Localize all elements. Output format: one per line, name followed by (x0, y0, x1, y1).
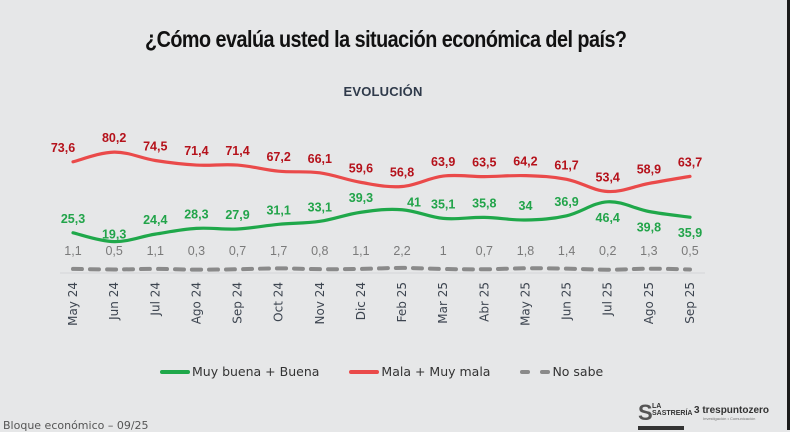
data-label-muy-buena-buena: 24,4 (143, 213, 167, 227)
data-label-muy-buena-buena: 36,9 (554, 195, 578, 209)
data-label-no-sabe: 0,7 (476, 244, 493, 258)
data-label-muy-buena-buena: 28,3 (184, 207, 208, 221)
data-label-no-sabe: 0,3 (188, 244, 205, 258)
data-label-mala-muy-mala: 58,9 (637, 162, 661, 176)
legend-item-mala-muy-mala[interactable]: Mala + Muy mala (349, 364, 490, 379)
data-label-muy-buena-buena: 25,3 (61, 212, 85, 226)
data-label-muy-buena-buena: 19,3 (102, 228, 126, 242)
data-label-muy-buena-buena: 33,1 (308, 200, 332, 214)
data-label-mala-muy-mala: 63,7 (678, 155, 702, 169)
three-mark-icon: 3 (694, 405, 700, 416)
data-label-mala-muy-mala: 53,4 (596, 171, 620, 185)
s-mark-icon: S (638, 400, 653, 425)
x-tick-label: Abr 25 (477, 282, 491, 322)
x-tick-label: Jun 24 (107, 282, 121, 321)
data-label-mala-muy-mala: 63,5 (472, 156, 496, 170)
legend-swatch-red (349, 369, 380, 374)
logo-name: 3 trespuntozero (694, 405, 769, 416)
x-tick-label: Ago 24 (189, 282, 203, 324)
x-tick-label: May 24 (66, 282, 80, 326)
legend-item-muy-buena-buena[interactable]: Muy buena + Buena (160, 364, 319, 379)
x-tick-label: Sep 25 (683, 282, 697, 324)
data-label-no-sabe: 2,2 (393, 244, 410, 258)
data-label-muy-buena-buena: 35,1 (431, 197, 455, 211)
footer-text: Bloque económico – 09/25 (3, 419, 149, 432)
data-label-muy-buena-buena: 39,8 (637, 220, 661, 234)
data-label-muy-buena-buena: 35,9 (678, 226, 702, 240)
x-tick-label: Dic 24 (354, 282, 368, 320)
data-label-mala-muy-mala: 74,5 (143, 139, 167, 153)
logo-text: trespuntozero (702, 405, 770, 416)
legend-label: Muy buena + Buena (192, 364, 320, 379)
data-label-no-sabe: 1,1 (147, 244, 164, 258)
logo-tagline: Investigación • Comunicación (703, 416, 756, 421)
data-label-mala-muy-mala: 73,6 (51, 141, 75, 155)
data-label-mala-muy-mala: 61,7 (554, 158, 578, 172)
x-tick-label: Sep 24 (231, 282, 245, 324)
legend-item-no-sabe[interactable]: No sabe (520, 364, 603, 379)
x-tick-label: Jul 24 (148, 282, 162, 317)
la-sastreria-logo: S LA SASTRERÍA (638, 400, 692, 430)
data-label-no-sabe: 1,8 (517, 244, 534, 258)
data-label-no-sabe: 1 (440, 244, 447, 258)
data-label-no-sabe: 0,7 (229, 244, 246, 258)
data-label-mala-muy-mala: 80,2 (102, 131, 126, 145)
x-tick-label: May 25 (518, 282, 532, 326)
series-line-muy-buena-buena (71, 200, 692, 244)
window-edge (787, 0, 790, 430)
data-label-muy-buena-buena: 46,4 (596, 211, 620, 225)
logo-bar (638, 426, 684, 430)
x-tick-label: Oct 24 (272, 282, 286, 322)
chart-title: ¿Cómo evalúa usted la situación económic… (145, 26, 627, 52)
legend-swatch-dashed (520, 369, 551, 374)
data-label-muy-buena-buena: 27,9 (225, 208, 249, 222)
x-tick-label: Nov 24 (313, 282, 327, 325)
data-label-mala-muy-mala: 71,4 (225, 144, 249, 158)
chart-subtitle: EVOLUCIÓN (343, 84, 423, 99)
x-tick-label: Mar 25 (436, 282, 450, 324)
data-label-mala-muy-mala: 67,2 (266, 150, 290, 164)
legend-label: No sabe (552, 364, 604, 379)
data-label-mala-muy-mala: 59,6 (349, 161, 373, 175)
data-label-no-sabe: 0,8 (311, 244, 328, 258)
data-label-mala-muy-mala: 64,2 (513, 155, 537, 169)
data-label-no-sabe: 1,7 (270, 244, 287, 258)
logo-name: LA SASTRERÍA (652, 403, 693, 417)
data-label-no-sabe: 0,2 (599, 244, 616, 258)
trespuntozero-logo: 3 trespuntozero Investigación • Comunica… (694, 405, 769, 421)
x-tick-label: Ago 25 (642, 282, 656, 324)
data-label-no-sabe: 1,4 (558, 244, 575, 258)
chart-legend: Muy buena + Buena Mala + Muy mala No sab… (160, 364, 633, 379)
data-label-muy-buena-buena: 39,3 (349, 191, 373, 205)
data-label-muy-buena-buena: 35,8 (472, 196, 496, 210)
data-label-no-sabe: 0,5 (105, 244, 122, 258)
series-line-no-sabe (71, 265, 692, 272)
data-label-no-sabe: 0,5 (681, 244, 698, 258)
data-label-mala-muy-mala: 56,8 (390, 166, 414, 180)
data-label-mala-muy-mala: 63,9 (431, 155, 455, 169)
data-label-no-sabe: 1,1 (64, 244, 81, 258)
data-label-no-sabe: 1,3 (640, 244, 657, 258)
data-label-mala-muy-mala: 66,1 (308, 152, 332, 166)
data-label-muy-buena-buena: 34 (519, 199, 533, 213)
legend-label: Mala + Muy mala (381, 364, 491, 379)
data-label-muy-buena-buena: 31,1 (266, 203, 290, 217)
legend-swatch-green (160, 369, 190, 374)
x-tick-label: Jul 25 (601, 282, 615, 317)
data-label-mala-muy-mala: 71,4 (184, 144, 208, 158)
x-tick-label: Feb 25 (395, 282, 409, 322)
data-label-muy-buena-buena: 41 (407, 196, 421, 210)
x-tick-label: Jun 25 (560, 282, 574, 321)
series-line-mala-muy-mala (71, 150, 692, 194)
data-label-no-sabe: 1,1 (352, 244, 369, 258)
